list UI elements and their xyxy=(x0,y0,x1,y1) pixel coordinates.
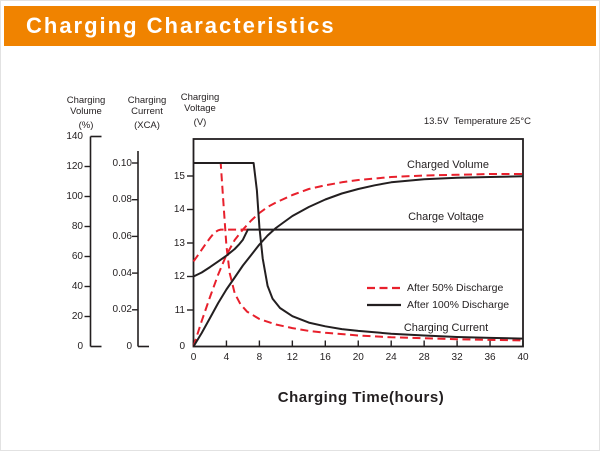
legend-label-100-discharge: After 100% Discharge xyxy=(407,298,510,311)
volume-axis-title-line1: Charging xyxy=(66,95,106,106)
voltage-axis-title-line1: Charging xyxy=(180,92,220,103)
voltage-tick-label-14: 14 xyxy=(173,204,185,215)
volume-tick-label-100: 100 xyxy=(66,191,83,202)
voltage-tick-label-11: 11 xyxy=(174,304,185,316)
current-tick-label-0.02: 0.02 xyxy=(112,304,132,316)
legend-row-50-discharge: After 50% Discharge xyxy=(367,279,509,296)
x-tick-label-8: 8 xyxy=(256,352,263,363)
x-tick-label-4: 4 xyxy=(223,352,230,363)
curve-label-charged-volume: Charged Volume xyxy=(407,159,489,171)
voltage-tick-label-0: 0 xyxy=(179,341,185,352)
series-charged-volume-after-50-discharge xyxy=(192,173,523,347)
current-axis-title: Charging Current (XCA) xyxy=(112,95,182,132)
voltage-axis-unit: (V) xyxy=(193,117,207,128)
series-charged-volume-after-100-discharge xyxy=(192,175,524,348)
x-tick-label-0: 0 xyxy=(190,352,197,363)
legend-label-50-discharge: After 50% Discharge xyxy=(407,281,504,294)
volume-tick-label-80: 80 xyxy=(71,221,83,232)
voltage-tick-label-13: 13 xyxy=(173,237,185,249)
legend-row-100-discharge: After 100% Discharge xyxy=(367,296,509,313)
series-charge-voltage-after-50-discharge xyxy=(192,228,248,262)
current-axis-title-line1: Charging xyxy=(127,95,167,106)
legend-solid-line-icon xyxy=(367,303,401,306)
voltage-axis-title-line2: Voltage xyxy=(184,102,216,114)
current-tick-label-0.04: 0.04 xyxy=(112,267,132,279)
volume-tick-label-20: 20 xyxy=(71,311,83,322)
x-tick-label-36: 36 xyxy=(484,352,496,363)
current-axis-title-line2: Current xyxy=(131,105,163,117)
current-tick-label-0: 0 xyxy=(126,341,132,352)
x-tick-label-28: 28 xyxy=(418,352,430,363)
volume-axis-title: Charging Volume (%) xyxy=(51,95,121,132)
volume-tick-label-40: 40 xyxy=(71,281,83,292)
x-tick-label-32: 32 xyxy=(451,352,463,363)
title-bar: Charging Characteristics xyxy=(4,6,596,46)
current-tick-label-0.10: 0.10 xyxy=(112,157,132,169)
x-tick-label-24: 24 xyxy=(385,352,397,363)
x-axis-label: Charging Time(hours) xyxy=(277,389,445,406)
volume-tick-label-140: 140 xyxy=(66,131,83,142)
page-title: Charging Characteristics xyxy=(26,13,336,38)
current-tick-label-0.06: 0.06 xyxy=(112,230,132,242)
volume-axis-unit: (%) xyxy=(78,120,94,131)
condition-annotation: 13.5V Temperature 25°C xyxy=(423,116,531,127)
series-charge-voltage-after-100-discharge xyxy=(193,228,523,278)
x-tick-label-20: 20 xyxy=(352,352,364,363)
volume-tick-label-120: 120 xyxy=(66,161,83,172)
x-tick-label-16: 16 xyxy=(319,352,331,363)
voltage-tick-label-12: 12 xyxy=(173,271,185,282)
series-charging-current-after-100-discharge xyxy=(193,162,524,340)
x-tick-label-12: 12 xyxy=(286,352,298,363)
volume-tick-label-60: 60 xyxy=(71,251,83,262)
voltage-tick-label-15: 15 xyxy=(173,170,185,182)
series-charging-current-after-50-discharge xyxy=(193,162,524,342)
legend-dashed-line-icon xyxy=(367,286,401,289)
voltage-axis-title: Charging Voltage (V) xyxy=(165,92,235,129)
volume-axis-title-line2: Volume xyxy=(70,105,102,117)
curve-label-charging-current: Charging Current xyxy=(403,322,489,334)
x-tick-label-40: 40 xyxy=(517,352,529,363)
volume-tick-label-0: 0 xyxy=(77,341,83,352)
current-axis-unit: (XCA) xyxy=(134,120,160,131)
current-tick-label-0.08: 0.08 xyxy=(112,194,132,206)
curve-label-charge-voltage: Charge Voltage xyxy=(408,211,484,223)
legend: After 50% Discharge After 100% Discharge xyxy=(367,279,509,313)
